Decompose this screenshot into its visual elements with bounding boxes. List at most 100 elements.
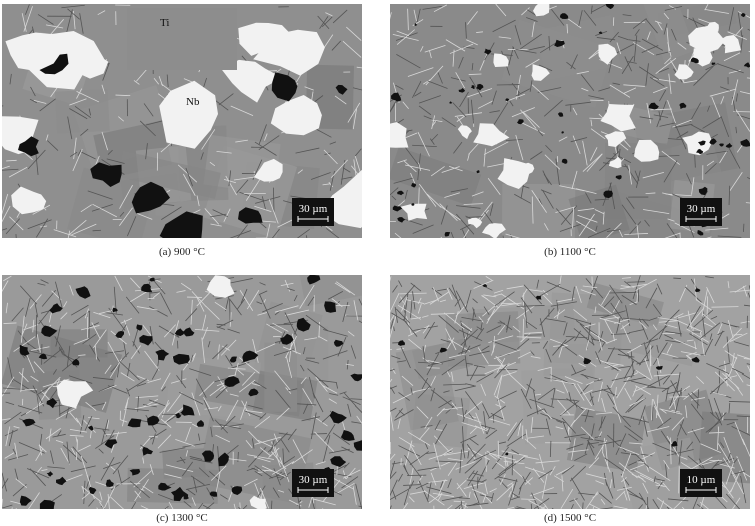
pore xyxy=(484,48,492,55)
lamella xyxy=(189,456,203,460)
pore xyxy=(46,397,58,409)
pore xyxy=(224,376,240,387)
lamella xyxy=(461,503,468,508)
lamella xyxy=(646,426,670,433)
lamella xyxy=(689,333,708,346)
pore xyxy=(535,295,542,300)
lamella xyxy=(390,487,411,501)
lamella xyxy=(572,207,575,229)
lamella xyxy=(459,91,469,108)
pore xyxy=(690,57,699,64)
lamella xyxy=(239,290,254,311)
lamella xyxy=(258,290,268,295)
lamella xyxy=(581,87,589,92)
lamella xyxy=(704,4,709,11)
lamella xyxy=(18,371,29,383)
scale-bar: 10 µm xyxy=(680,469,722,497)
lamella xyxy=(728,402,731,414)
lamella xyxy=(691,428,701,443)
lamella xyxy=(196,195,200,207)
lamella xyxy=(353,300,359,321)
lamella xyxy=(71,223,97,236)
lamella xyxy=(531,492,540,509)
lamella xyxy=(305,359,320,364)
lamella xyxy=(343,462,350,469)
lamella xyxy=(623,360,635,379)
pore xyxy=(392,205,403,212)
lamella xyxy=(641,338,659,346)
lamella xyxy=(430,389,454,408)
lamella xyxy=(433,4,448,13)
lamella xyxy=(622,14,632,17)
lamella xyxy=(540,505,546,509)
lamella xyxy=(132,328,139,347)
micrograph: Ti Nb 30 µm xyxy=(2,4,362,238)
lamella xyxy=(214,301,227,311)
lamella xyxy=(325,12,333,17)
lamella xyxy=(322,183,331,186)
lamella xyxy=(719,150,728,164)
lamella xyxy=(412,19,424,26)
lamella xyxy=(471,191,484,197)
lamella xyxy=(329,141,337,145)
lamella xyxy=(639,474,665,487)
lamella xyxy=(600,310,626,319)
lamella xyxy=(304,337,318,341)
lamella xyxy=(644,357,653,379)
lamella xyxy=(257,312,268,316)
lamella xyxy=(467,153,470,161)
lamella xyxy=(609,182,616,210)
lamella xyxy=(33,100,47,104)
lamella xyxy=(245,179,261,201)
pore xyxy=(557,112,564,117)
lamella xyxy=(642,171,665,179)
lamella xyxy=(13,336,36,352)
lamella xyxy=(573,399,578,408)
lamella xyxy=(66,9,73,33)
lamella xyxy=(615,490,626,501)
lamella xyxy=(494,291,515,307)
lamella xyxy=(212,344,228,360)
bright-phase xyxy=(253,158,283,182)
lamella xyxy=(270,450,287,470)
lamella xyxy=(734,421,745,446)
lamella xyxy=(235,139,248,143)
pore xyxy=(697,230,704,236)
lamella xyxy=(318,379,337,383)
lamella xyxy=(542,189,554,209)
lamella xyxy=(584,408,590,423)
lamella xyxy=(15,478,28,488)
lamella xyxy=(403,484,420,486)
lamella xyxy=(542,294,553,305)
lamella xyxy=(329,170,335,191)
lamella xyxy=(531,196,534,224)
lamella xyxy=(580,382,591,395)
lamella xyxy=(274,370,292,392)
lamella xyxy=(539,318,545,338)
lamella xyxy=(275,389,291,409)
lamella xyxy=(451,371,454,382)
lamella xyxy=(611,375,635,381)
lamella xyxy=(414,91,422,97)
lamella xyxy=(217,319,234,329)
lamella xyxy=(454,112,483,117)
lamella xyxy=(466,39,478,46)
lamella xyxy=(92,377,114,381)
lamella xyxy=(259,294,271,319)
lamella xyxy=(390,411,394,431)
lamella xyxy=(465,391,480,410)
lamella xyxy=(504,457,525,472)
lamella xyxy=(724,350,738,360)
lamella xyxy=(477,100,494,109)
lamella xyxy=(662,192,673,196)
scale-bar: 30 µm xyxy=(292,198,334,226)
lamella xyxy=(248,430,261,444)
lamella xyxy=(432,120,437,127)
lamella xyxy=(659,408,683,415)
lamella xyxy=(89,430,92,439)
lamella xyxy=(588,457,600,469)
pore xyxy=(104,439,118,449)
lamella xyxy=(561,417,576,434)
lamella xyxy=(204,407,219,410)
lamella xyxy=(706,362,730,375)
